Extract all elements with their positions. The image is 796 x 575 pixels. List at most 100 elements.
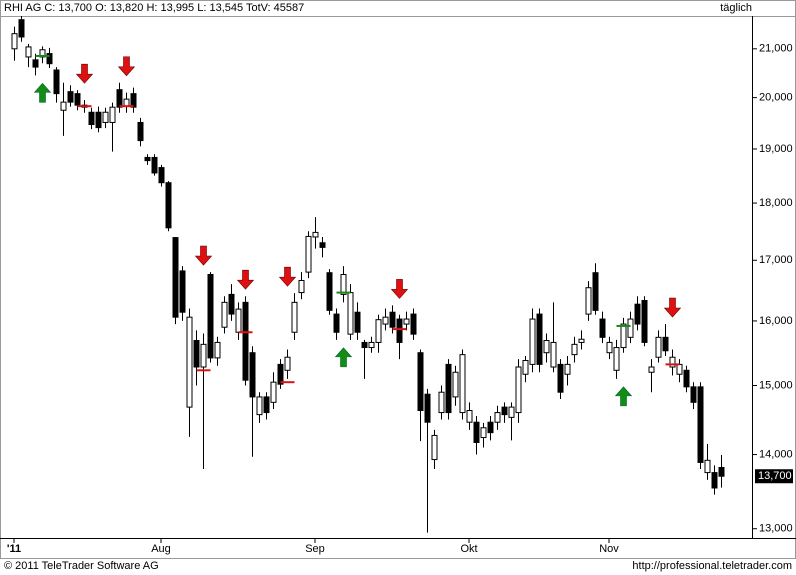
- y-tick-label: 14,000: [759, 448, 793, 460]
- y-tick-label: 17,000: [759, 254, 793, 266]
- candle-body: [193, 340, 200, 368]
- candle-body: [151, 156, 158, 174]
- candle-body: [305, 235, 312, 273]
- candle-body: [683, 369, 690, 388]
- candle-body: [529, 318, 536, 365]
- candle-body: [459, 354, 466, 414]
- candle-body: [389, 311, 396, 328]
- candle-body: [466, 410, 473, 423]
- candle-body: [690, 386, 697, 403]
- candle-body: [102, 111, 109, 123]
- candle-body: [11, 33, 18, 50]
- candle-body: [718, 467, 725, 477]
- candle-body: [95, 111, 102, 129]
- candle-body: [704, 459, 711, 474]
- y-tick-label: 18,000: [759, 197, 793, 209]
- candle-body: [291, 301, 298, 333]
- x-tick-label: '11: [7, 543, 21, 555]
- candle-body: [144, 156, 151, 162]
- candle-body: [319, 242, 326, 248]
- candle-body: [172, 237, 179, 318]
- buy-arrow: [334, 347, 353, 368]
- source-url: http://professional.teletrader.com: [632, 560, 792, 572]
- candle-body: [60, 101, 67, 111]
- candle-body: [340, 273, 347, 295]
- candle-body: [494, 412, 501, 423]
- candle-body: [585, 287, 592, 315]
- candle-body: [522, 359, 529, 375]
- candle-body: [438, 391, 445, 414]
- candle-body: [515, 366, 522, 414]
- candle-body: [263, 396, 270, 414]
- candle-body: [662, 336, 669, 352]
- chart-title: RHI AG C: 13,700 O: 13,820 H: 13,995 L: …: [4, 2, 304, 14]
- buy-arrow: [614, 386, 633, 407]
- candle-body: [424, 393, 431, 423]
- candle-body: [543, 340, 550, 354]
- candle-body: [186, 316, 193, 408]
- candle-body: [312, 231, 319, 238]
- candle-body: [599, 318, 606, 338]
- sell-arrow: [390, 279, 409, 299]
- candle-body: [375, 319, 382, 343]
- last-price-label: 13,700: [758, 470, 792, 482]
- candle-body: [550, 341, 557, 368]
- candle-body: [221, 301, 228, 328]
- candle-body: [634, 303, 641, 325]
- candle-body: [123, 98, 130, 107]
- candle-body: [431, 434, 438, 461]
- candle-body: [46, 53, 53, 65]
- candle-body: [109, 106, 116, 123]
- last-price-box: [755, 469, 793, 484]
- candle-body: [403, 318, 410, 325]
- candle-body: [487, 421, 494, 434]
- candle-body: [214, 341, 221, 359]
- candle-body: [536, 313, 543, 365]
- candle-body: [207, 273, 214, 359]
- candle-body: [137, 121, 144, 142]
- candle-body: [396, 318, 403, 343]
- candle-body: [501, 406, 508, 416]
- candle-body: [620, 323, 627, 349]
- sell-arrow: [194, 245, 213, 266]
- candle-body: [179, 270, 186, 313]
- x-tick-label: Aug: [151, 543, 171, 555]
- candle-body: [564, 363, 571, 375]
- candle-body: [249, 352, 256, 398]
- candle-body: [571, 343, 578, 356]
- candle-body: [333, 313, 340, 333]
- candle-body: [158, 167, 165, 184]
- candle-body: [18, 19, 25, 38]
- sell-arrow: [663, 297, 682, 318]
- candle-body: [270, 381, 277, 403]
- candle-body: [256, 396, 263, 416]
- candle-body: [284, 356, 291, 371]
- candle-body: [508, 406, 515, 418]
- y-tick-label: 21,000: [759, 43, 793, 55]
- sell-arrow: [75, 63, 94, 84]
- y-tick-label: 16,000: [759, 315, 793, 327]
- candle-body: [277, 363, 284, 385]
- candle-body: [235, 308, 242, 333]
- candle-body: [627, 318, 634, 338]
- candle-body: [669, 356, 676, 368]
- candle-body: [592, 272, 599, 311]
- candle-body: [613, 347, 620, 371]
- x-tick-label: Okt: [460, 543, 477, 555]
- candle-body: [165, 182, 172, 229]
- candle-body: [578, 338, 585, 343]
- candle-body: [67, 91, 74, 103]
- x-tick-label: Sep: [305, 543, 325, 555]
- x-tick-label: Nov: [599, 543, 619, 555]
- candle-body: [130, 93, 137, 108]
- candle-body: [655, 336, 662, 358]
- y-tick-label: 20,000: [759, 92, 793, 104]
- copyright: © 2011 TeleTrader Software AG: [4, 560, 159, 572]
- y-tick-label: 13,000: [759, 523, 793, 535]
- candle-body: [88, 111, 95, 126]
- candle-body: [361, 341, 368, 349]
- candle-body: [116, 89, 123, 108]
- y-tick-label: 15,000: [759, 379, 793, 391]
